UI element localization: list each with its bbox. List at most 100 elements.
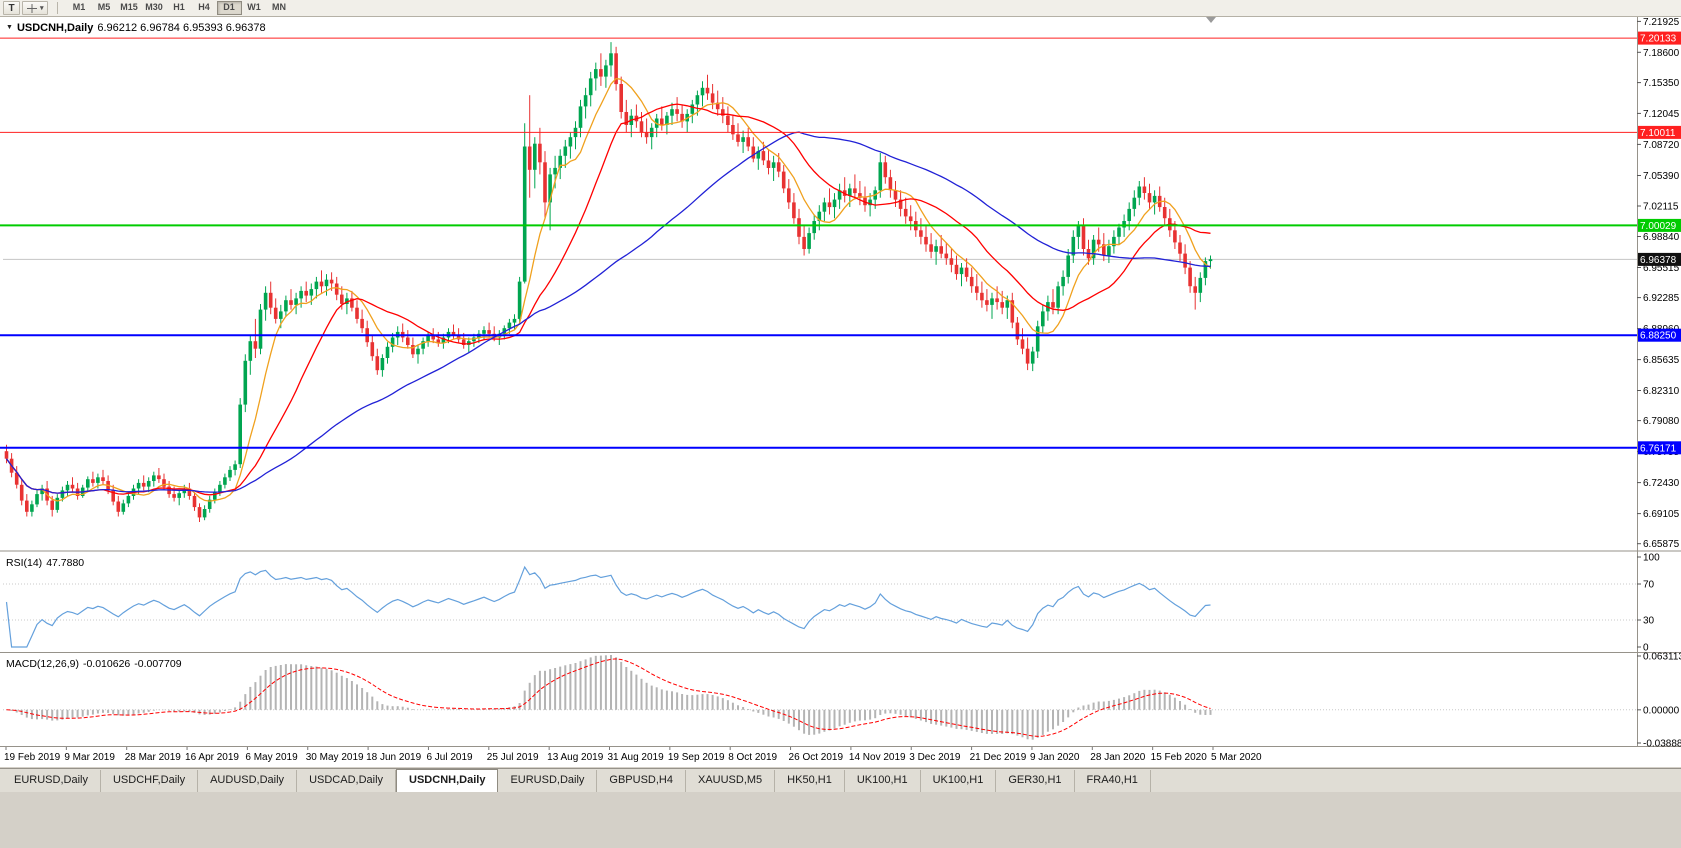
macd-histogram xyxy=(10,655,1212,740)
price-axis-label: 6.92285 xyxy=(1643,293,1680,304)
ohlc-values: 6.96212 6.96784 6.95393 6.96378 xyxy=(97,22,266,34)
price-tag xyxy=(1638,441,1681,455)
chart-tab-usdcad-daily[interactable]: USDCAD,Daily xyxy=(297,770,397,792)
text-tool-button[interactable]: T xyxy=(3,1,20,15)
dropdown-caret-icon: ▾ xyxy=(40,5,44,12)
rsi-name: RSI(14) xyxy=(6,557,43,569)
date-axis-label: 31 Aug 2019 xyxy=(608,752,665,763)
price-axis-label: 7.21925 xyxy=(1643,17,1680,28)
chart-tab-audusd-daily[interactable]: AUDUSD,Daily xyxy=(198,770,298,792)
date-axis-label: 16 Apr 2019 xyxy=(185,752,239,763)
price-axis-label: 7.15350 xyxy=(1643,78,1680,89)
macd-name: MACD(12,26,9) xyxy=(6,658,79,670)
rsi-axis-label: 100 xyxy=(1643,553,1660,564)
date-axis-label: 15 Feb 2020 xyxy=(1151,752,1208,763)
chart-tab-hk50-h1[interactable]: HK50,H1 xyxy=(775,770,845,792)
chart-tab-gbpusd-h4[interactable]: GBPUSD,H4 xyxy=(597,770,686,792)
price-axis-label: 6.85635 xyxy=(1643,355,1680,366)
price-tag-label: 7.10011 xyxy=(1640,128,1676,139)
price-axis-label: 7.05390 xyxy=(1643,171,1680,182)
date-axis-label: 5 Mar 2020 xyxy=(1211,752,1262,763)
timeframe-button-m5[interactable]: M5 xyxy=(97,2,111,12)
crosshair-icon xyxy=(27,3,37,13)
price-axis-label: 6.72430 xyxy=(1643,478,1680,489)
window-bottom-area xyxy=(0,792,1681,848)
chart-tab-ger30-h1[interactable]: GER30,H1 xyxy=(996,770,1075,792)
date-axis-label: 21 Dec 2019 xyxy=(970,752,1027,763)
price-axis-label: 6.98840 xyxy=(1643,232,1680,243)
price-tag-label: 7.20133 xyxy=(1640,34,1677,45)
chart-tab-uk100-h1[interactable]: UK100,H1 xyxy=(921,770,997,792)
chart-tab-uk100-h1[interactable]: UK100,H1 xyxy=(845,770,921,792)
price-tag-label: 6.76171 xyxy=(1640,443,1677,454)
rsi-line xyxy=(5,565,1211,648)
macd-signal-line xyxy=(6,658,1211,737)
symbol-period-label: USDCNH,Daily xyxy=(16,22,94,34)
timeframe-button-w1[interactable]: W1 xyxy=(247,2,261,12)
date-axis-label: 19 Feb 2019 xyxy=(4,752,61,763)
date-axis-label: 6 May 2019 xyxy=(245,752,298,763)
date-axis-label: 14 Nov 2019 xyxy=(849,752,906,763)
toolbar-separator xyxy=(56,2,58,14)
chart-tab-eurusd-daily[interactable]: EURUSD,Daily xyxy=(498,770,598,792)
chart-shift-marker[interactable] xyxy=(1206,17,1216,23)
rsi-axis-label: 30 xyxy=(1643,616,1655,627)
chart-tab-usdcnh-daily[interactable]: USDCNH,Daily xyxy=(396,769,499,792)
date-axis-label: 8 Oct 2019 xyxy=(728,752,777,763)
date-axis-label: 26 Oct 2019 xyxy=(789,752,844,763)
chart-background xyxy=(0,16,1681,767)
timeframe-button-h4[interactable]: H4 xyxy=(198,2,210,12)
rsi-axis-label: 0 xyxy=(1643,643,1649,654)
chart-canvas[interactable]: 7.21925 7.18600 7.15350 7.12045 7.08720 7.053… xyxy=(0,0,1681,768)
price-axis-label: 6.95515 xyxy=(1643,263,1680,274)
chart-tab-xauusd-m5[interactable]: XAUUSD,M5 xyxy=(686,770,776,792)
timeframe-button-d1[interactable]: D1 xyxy=(216,1,242,15)
timeframes-toolbar: M1 M5 M15 M30 H1 H4 D1 W1 MN xyxy=(67,1,292,15)
macd-main-value: -0.010626 xyxy=(82,658,131,670)
date-axis-label: 9 Jan 2020 xyxy=(1030,752,1080,763)
price-tag xyxy=(1638,125,1681,139)
timeframe-button-m30[interactable]: M30 xyxy=(145,2,163,12)
price-axis-label: 7.02115 xyxy=(1643,202,1679,213)
date-axis-label: 30 May 2019 xyxy=(306,752,364,763)
main-chart-title: ▼ USDCNH,Daily 6.96212 6.96784 6.95393 6.9… xyxy=(6,22,270,34)
ma-55-line xyxy=(5,131,1211,494)
price-tag xyxy=(1638,31,1681,45)
timeframe-button-h1[interactable]: H1 xyxy=(173,2,185,12)
macd-axis-label: 0.00000 xyxy=(1643,705,1680,716)
price-tag xyxy=(1638,328,1681,342)
collapse-chart-icon[interactable]: ▼ xyxy=(6,24,13,31)
ma-8-line xyxy=(5,77,1211,502)
price-axis-label: 6.82310 xyxy=(1643,386,1680,397)
price-axis-label: 6.79080 xyxy=(1643,416,1680,427)
date-axis-label: 28 Jan 2020 xyxy=(1090,752,1145,763)
timeframe-button-mn[interactable]: MN xyxy=(272,2,287,12)
macd-title: MACD(12,26,9) -0.010626 -0.007709 xyxy=(6,658,186,670)
chart-tab-usdchf-daily[interactable]: USDCHF,Daily xyxy=(101,770,199,792)
price-axis-label: 6.65875 xyxy=(1643,539,1680,550)
timeframe-button-m15[interactable]: M15 xyxy=(120,2,138,12)
date-axis-label: 18 Jun 2019 xyxy=(366,752,421,763)
rsi-title: RSI(14) 47.7880 xyxy=(6,557,88,569)
date-axis-label: 25 Jul 2019 xyxy=(487,752,539,763)
price-tag-label: 6.96378 xyxy=(1640,255,1677,266)
price-tag xyxy=(1638,252,1681,266)
chart-tab-eurusd-daily[interactable]: EURUSD,Daily xyxy=(2,770,101,792)
timeframe-button-m1[interactable]: M1 xyxy=(72,2,86,12)
price-axis-label: 6.69105 xyxy=(1643,509,1680,520)
cursor-tools-dropdown[interactable]: ▾ xyxy=(22,1,48,15)
date-axis-label: 9 Mar 2019 xyxy=(64,752,115,763)
price-tag xyxy=(1638,218,1681,232)
chart-tabs-bar: EURUSD,Daily USDCHF,Daily AUDUSD,Daily USDC… xyxy=(0,768,1681,792)
date-axis-label: 19 Sep 2019 xyxy=(668,752,725,763)
price-axis-label: 7.18600 xyxy=(1643,48,1680,59)
rsi-value: 47.7880 xyxy=(46,557,85,569)
chart-tab-fra40-h1[interactable]: FRA40,H1 xyxy=(1075,770,1151,792)
price-tag-label: 7.00029 xyxy=(1640,221,1677,232)
date-axis-label: 28 Mar 2019 xyxy=(125,752,182,763)
top-toolbar: T ▾ M1 M5 M15 M30 H1 H4 D1 W1 MN xyxy=(0,0,1681,17)
price-tag-label: 6.88250 xyxy=(1640,331,1677,342)
ma-20-line xyxy=(5,103,1211,496)
